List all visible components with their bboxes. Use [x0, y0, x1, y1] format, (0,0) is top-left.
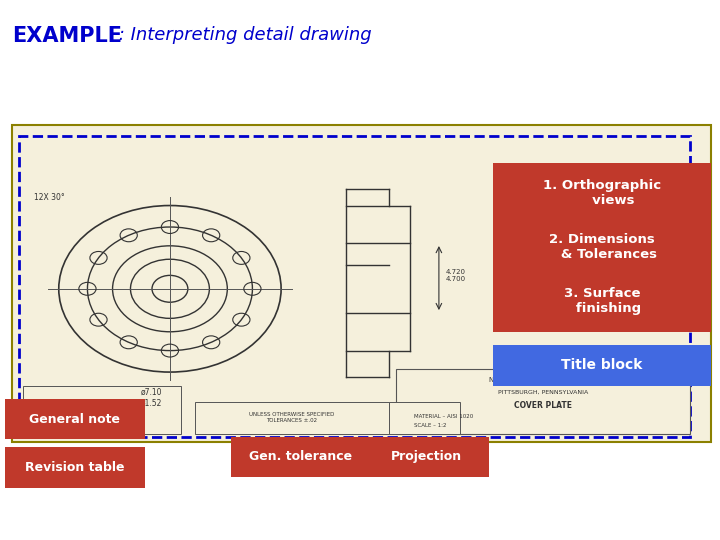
FancyBboxPatch shape [364, 436, 489, 477]
Text: : Interpreting detail drawing: : Interpreting detail drawing [112, 25, 372, 44]
Text: MATERIAL – AISI 1020: MATERIAL – AISI 1020 [414, 414, 473, 418]
Text: COVER PLATE: COVER PLATE [514, 401, 572, 410]
Text: PITTSBURGH, PENNSYLVANIA: PITTSBURGH, PENNSYLVANIA [498, 390, 588, 395]
Text: 1. Orthographic
     views: 1. Orthographic views [543, 179, 661, 207]
FancyBboxPatch shape [5, 447, 145, 488]
Text: 4.720
4.700: 4.720 4.700 [446, 269, 466, 282]
FancyBboxPatch shape [492, 345, 711, 386]
Text: Gen. tolerance: Gen. tolerance [249, 450, 352, 463]
FancyBboxPatch shape [492, 163, 711, 224]
Text: 12X 30°: 12X 30° [34, 193, 64, 202]
FancyBboxPatch shape [195, 402, 389, 434]
Text: 3. Surface
   finishing: 3. Surface finishing [562, 287, 642, 315]
Text: Title block: Title block [562, 359, 643, 373]
FancyBboxPatch shape [492, 270, 711, 332]
Text: EXAMPLE: EXAMPLE [12, 25, 122, 45]
Text: General note: General note [30, 413, 120, 426]
Text: 2. Dimensions
   & Tolerances: 2. Dimensions & Tolerances [547, 233, 657, 261]
Text: NORDALE MACHINES COMPANY: NORDALE MACHINES COMPANY [489, 377, 597, 383]
Text: ø7.10
ø1.52: ø7.10 ø1.52 [141, 388, 163, 408]
Text: UNLESS OTHERWISE SPECIFIED
SURFACE FINISH TO 3E: UNLESS OTHERWISE SPECIFIED SURFACE FINIS… [59, 413, 145, 423]
Text: SCALE – 1:2: SCALE – 1:2 [414, 423, 446, 428]
Text: Projection: Projection [391, 450, 462, 463]
FancyBboxPatch shape [492, 217, 711, 278]
Text: CHANGES: CHANGES [50, 429, 81, 434]
Bar [19, 136, 690, 436]
FancyBboxPatch shape [23, 386, 181, 434]
FancyBboxPatch shape [389, 402, 460, 434]
FancyBboxPatch shape [23, 146, 324, 421]
Text: Revision table: Revision table [25, 461, 125, 474]
FancyBboxPatch shape [231, 436, 371, 477]
FancyBboxPatch shape [396, 369, 690, 434]
FancyBboxPatch shape [5, 399, 145, 439]
FancyBboxPatch shape [12, 125, 711, 442]
Text: UNLESS OTHERWISE SPECIFIED
TOLERANCES ±.02: UNLESS OTHERWISE SPECIFIED TOLERANCES ±.… [249, 413, 335, 423]
